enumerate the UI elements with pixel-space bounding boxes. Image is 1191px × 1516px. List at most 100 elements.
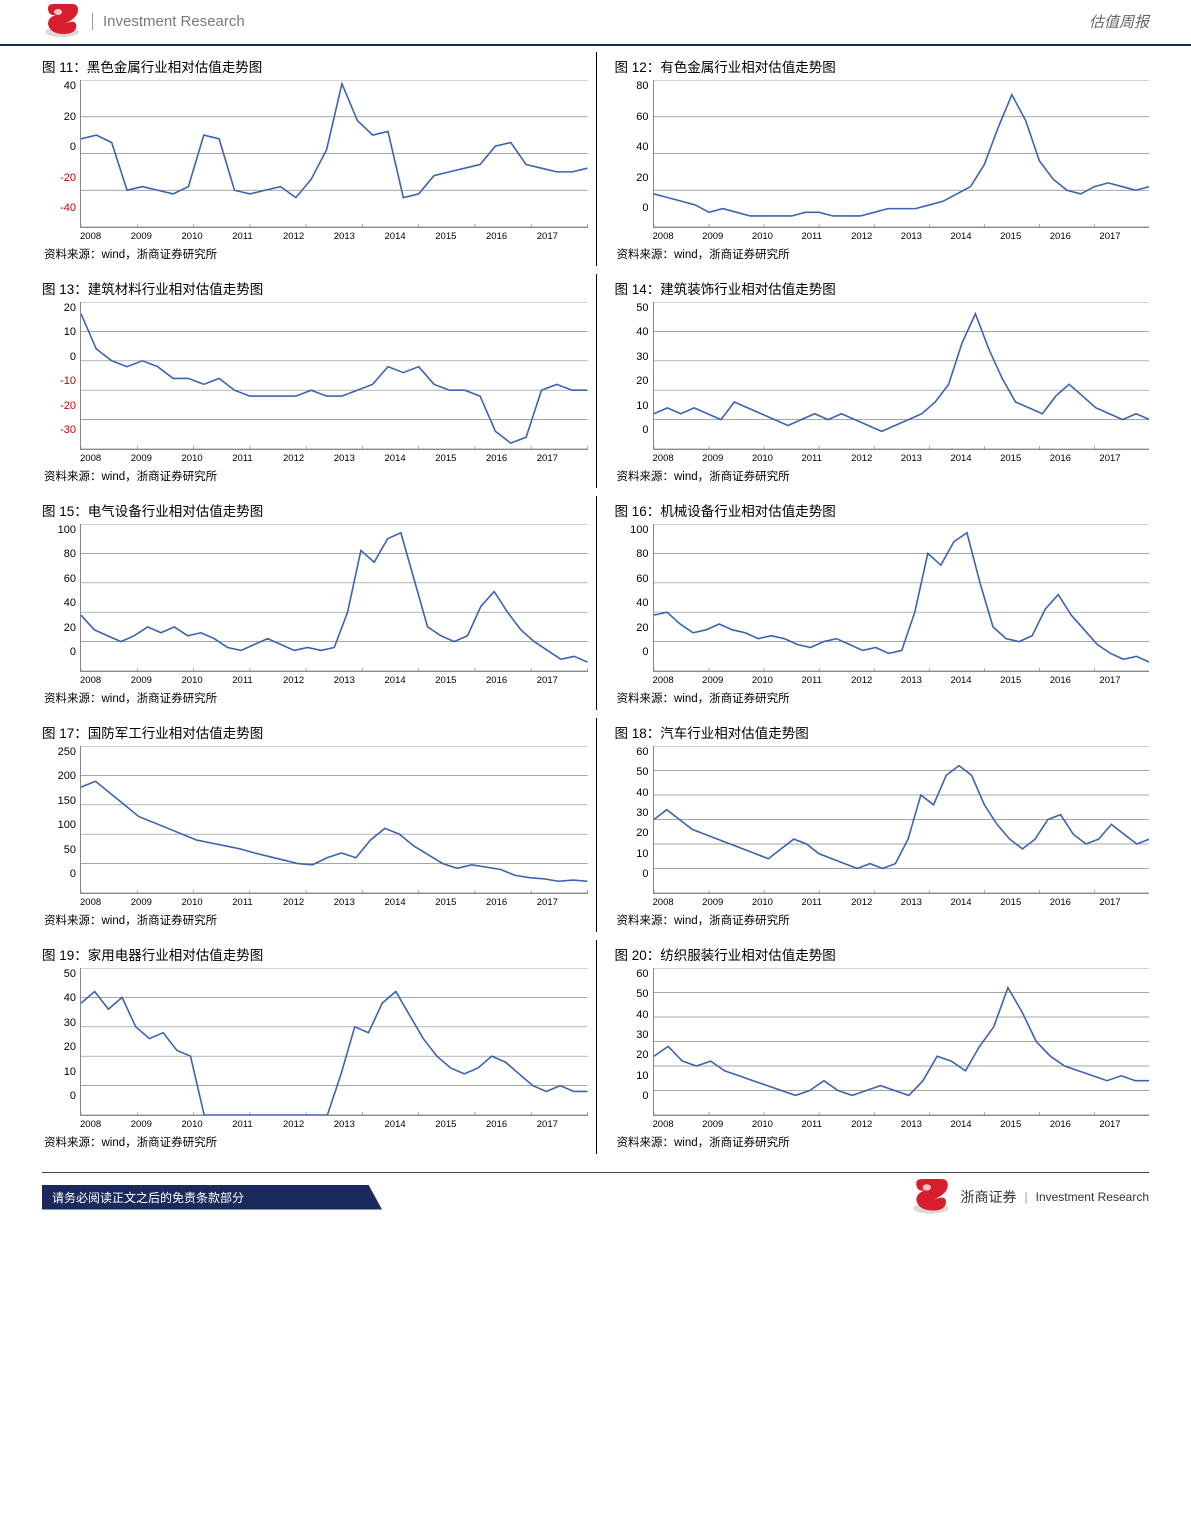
- y-tick-label: 60: [636, 746, 648, 758]
- y-tick-label: 30: [636, 351, 648, 363]
- x-tick-label: 2016: [1050, 453, 1100, 464]
- x-tick-label: 2014: [385, 1119, 436, 1130]
- y-tick-label: 80: [636, 80, 648, 92]
- chart-source: 资料来源：wind，浙商证券研究所: [615, 246, 1150, 262]
- x-axis: 2008200920102011201220132014201520162017: [615, 675, 1150, 686]
- x-tick-label: 2009: [131, 231, 182, 242]
- x-tick-label: 2015: [1000, 675, 1050, 686]
- chart-wrap: 40200-20-40: [42, 80, 588, 228]
- x-tick-label: 2013: [334, 897, 385, 908]
- chart-title: 图 11：黑色金属行业相对估值走势图: [42, 56, 588, 76]
- x-tick-label: 2008: [80, 231, 131, 242]
- x-tick-label: 2013: [901, 231, 951, 242]
- chart-cell: 图 16：机械设备行业相对估值走势图1008060402002008200920…: [596, 496, 1150, 710]
- y-tick-label: -20: [60, 400, 76, 412]
- y-tick-label: 50: [636, 988, 648, 1000]
- x-tick-label: 2014: [385, 675, 436, 686]
- x-tick-label: 2014: [950, 675, 1000, 686]
- y-tick-label: -30: [60, 424, 76, 436]
- chart-source: 资料来源：wind，浙商证券研究所: [615, 1134, 1150, 1150]
- y-tick-label: 40: [64, 597, 76, 609]
- chart-wrap: 250200150100500: [42, 746, 588, 894]
- x-tick-label: 2012: [283, 453, 334, 464]
- x-tick-label: 2017: [1099, 1119, 1149, 1130]
- y-tick-label: 20: [636, 827, 648, 839]
- y-tick-label: 20: [636, 375, 648, 387]
- y-tick-label: 30: [636, 1029, 648, 1041]
- chart-cell: 图 13：建筑材料行业相对估值走势图20100-10-20-3020082009…: [42, 274, 596, 488]
- chart-plot: [653, 80, 1150, 228]
- y-tick-label: 200: [58, 770, 76, 782]
- y-tick-label: 60: [64, 573, 76, 585]
- x-tick-label: 2011: [232, 231, 283, 242]
- y-tick-label: 40: [636, 141, 648, 153]
- x-tick-label: 2016: [1050, 1119, 1100, 1130]
- x-tick-label: 2009: [131, 453, 182, 464]
- chart-source: 资料来源：wind，浙商证券研究所: [42, 690, 588, 706]
- chart-row: 图 13：建筑材料行业相对估值走势图20100-10-20-3020082009…: [42, 274, 1149, 488]
- chart-source: 资料来源：wind，浙商证券研究所: [42, 246, 588, 262]
- y-tick-label: 0: [70, 868, 76, 880]
- x-tick-label: 2016: [1050, 897, 1100, 908]
- chart-title: 图 19：家用电器行业相对估值走势图: [42, 944, 588, 964]
- x-axis: 2008200920102011201220132014201520162017: [615, 1119, 1150, 1130]
- chart-source: 资料来源：wind，浙商证券研究所: [42, 468, 588, 484]
- x-axis: 2008200920102011201220132014201520162017: [42, 675, 588, 686]
- x-tick-label: 2012: [283, 897, 334, 908]
- x-tick-label: 2009: [702, 1119, 752, 1130]
- x-tick-label: 2010: [752, 675, 802, 686]
- x-axis: 2008200920102011201220132014201520162017: [42, 231, 588, 242]
- x-tick-label: 2009: [702, 231, 752, 242]
- x-tick-label: 2009: [702, 675, 752, 686]
- chart-wrap: 6050403020100: [615, 746, 1150, 894]
- y-tick-label: 100: [630, 524, 648, 536]
- x-tick-label: 2011: [232, 897, 283, 908]
- x-tick-label: 2013: [334, 231, 385, 242]
- y-axis: 20100-10-20-30: [42, 302, 80, 450]
- y-tick-label: 60: [636, 111, 648, 123]
- x-tick-label: 2017: [537, 453, 588, 464]
- x-tick-label: 2016: [486, 231, 537, 242]
- y-tick-label: 50: [64, 844, 76, 856]
- chart-source: 资料来源：wind，浙商证券研究所: [42, 1134, 588, 1150]
- y-axis: 50403020100: [615, 302, 653, 450]
- chart-plot: [80, 302, 588, 450]
- x-tick-label: 2010: [752, 1119, 802, 1130]
- x-axis: 2008200920102011201220132014201520162017: [42, 897, 588, 908]
- y-tick-label: 150: [58, 795, 76, 807]
- y-tick-label: 80: [64, 548, 76, 560]
- x-tick-label: 2015: [1000, 453, 1050, 464]
- x-axis: 2008200920102011201220132014201520162017: [42, 1119, 588, 1130]
- y-tick-label: 100: [58, 819, 76, 831]
- chart-plot: [653, 746, 1150, 894]
- y-tick-label: 10: [636, 1070, 648, 1082]
- x-tick-label: 2012: [283, 231, 334, 242]
- chart-wrap: 100806040200: [615, 524, 1150, 672]
- chart-source: 资料来源：wind，浙商证券研究所: [42, 912, 588, 928]
- x-tick-label: 2017: [1099, 453, 1149, 464]
- x-tick-label: 2016: [1050, 675, 1100, 686]
- chart-wrap: 806040200: [615, 80, 1150, 228]
- x-tick-label: 2017: [1099, 897, 1149, 908]
- x-tick-label: 2014: [385, 231, 436, 242]
- header-title: Investment Research: [92, 13, 245, 30]
- x-tick-label: 2012: [851, 231, 901, 242]
- chart-title: 图 18：汽车行业相对估值走势图: [615, 722, 1150, 742]
- y-axis: 50403020100: [42, 968, 80, 1116]
- x-tick-label: 2017: [537, 231, 588, 242]
- y-tick-label: 20: [64, 111, 76, 123]
- page-header: Investment Research 估值周报: [0, 0, 1191, 46]
- y-tick-label: 0: [70, 1090, 76, 1102]
- x-tick-label: 2011: [801, 675, 851, 686]
- x-tick-label: 2014: [385, 897, 436, 908]
- y-tick-label: 50: [636, 766, 648, 778]
- footer-logo-icon: [910, 1179, 952, 1215]
- x-tick-label: 2014: [950, 1119, 1000, 1130]
- chart-cell: 图 14：建筑装饰行业相对估值走势图5040302010020082009201…: [596, 274, 1150, 488]
- y-axis: 6050403020100: [615, 746, 653, 894]
- y-tick-label: 20: [636, 1049, 648, 1061]
- y-tick-label: 40: [64, 992, 76, 1004]
- y-axis: 100806040200: [42, 524, 80, 672]
- y-tick-label: 20: [64, 1041, 76, 1053]
- x-tick-label: 2011: [801, 453, 851, 464]
